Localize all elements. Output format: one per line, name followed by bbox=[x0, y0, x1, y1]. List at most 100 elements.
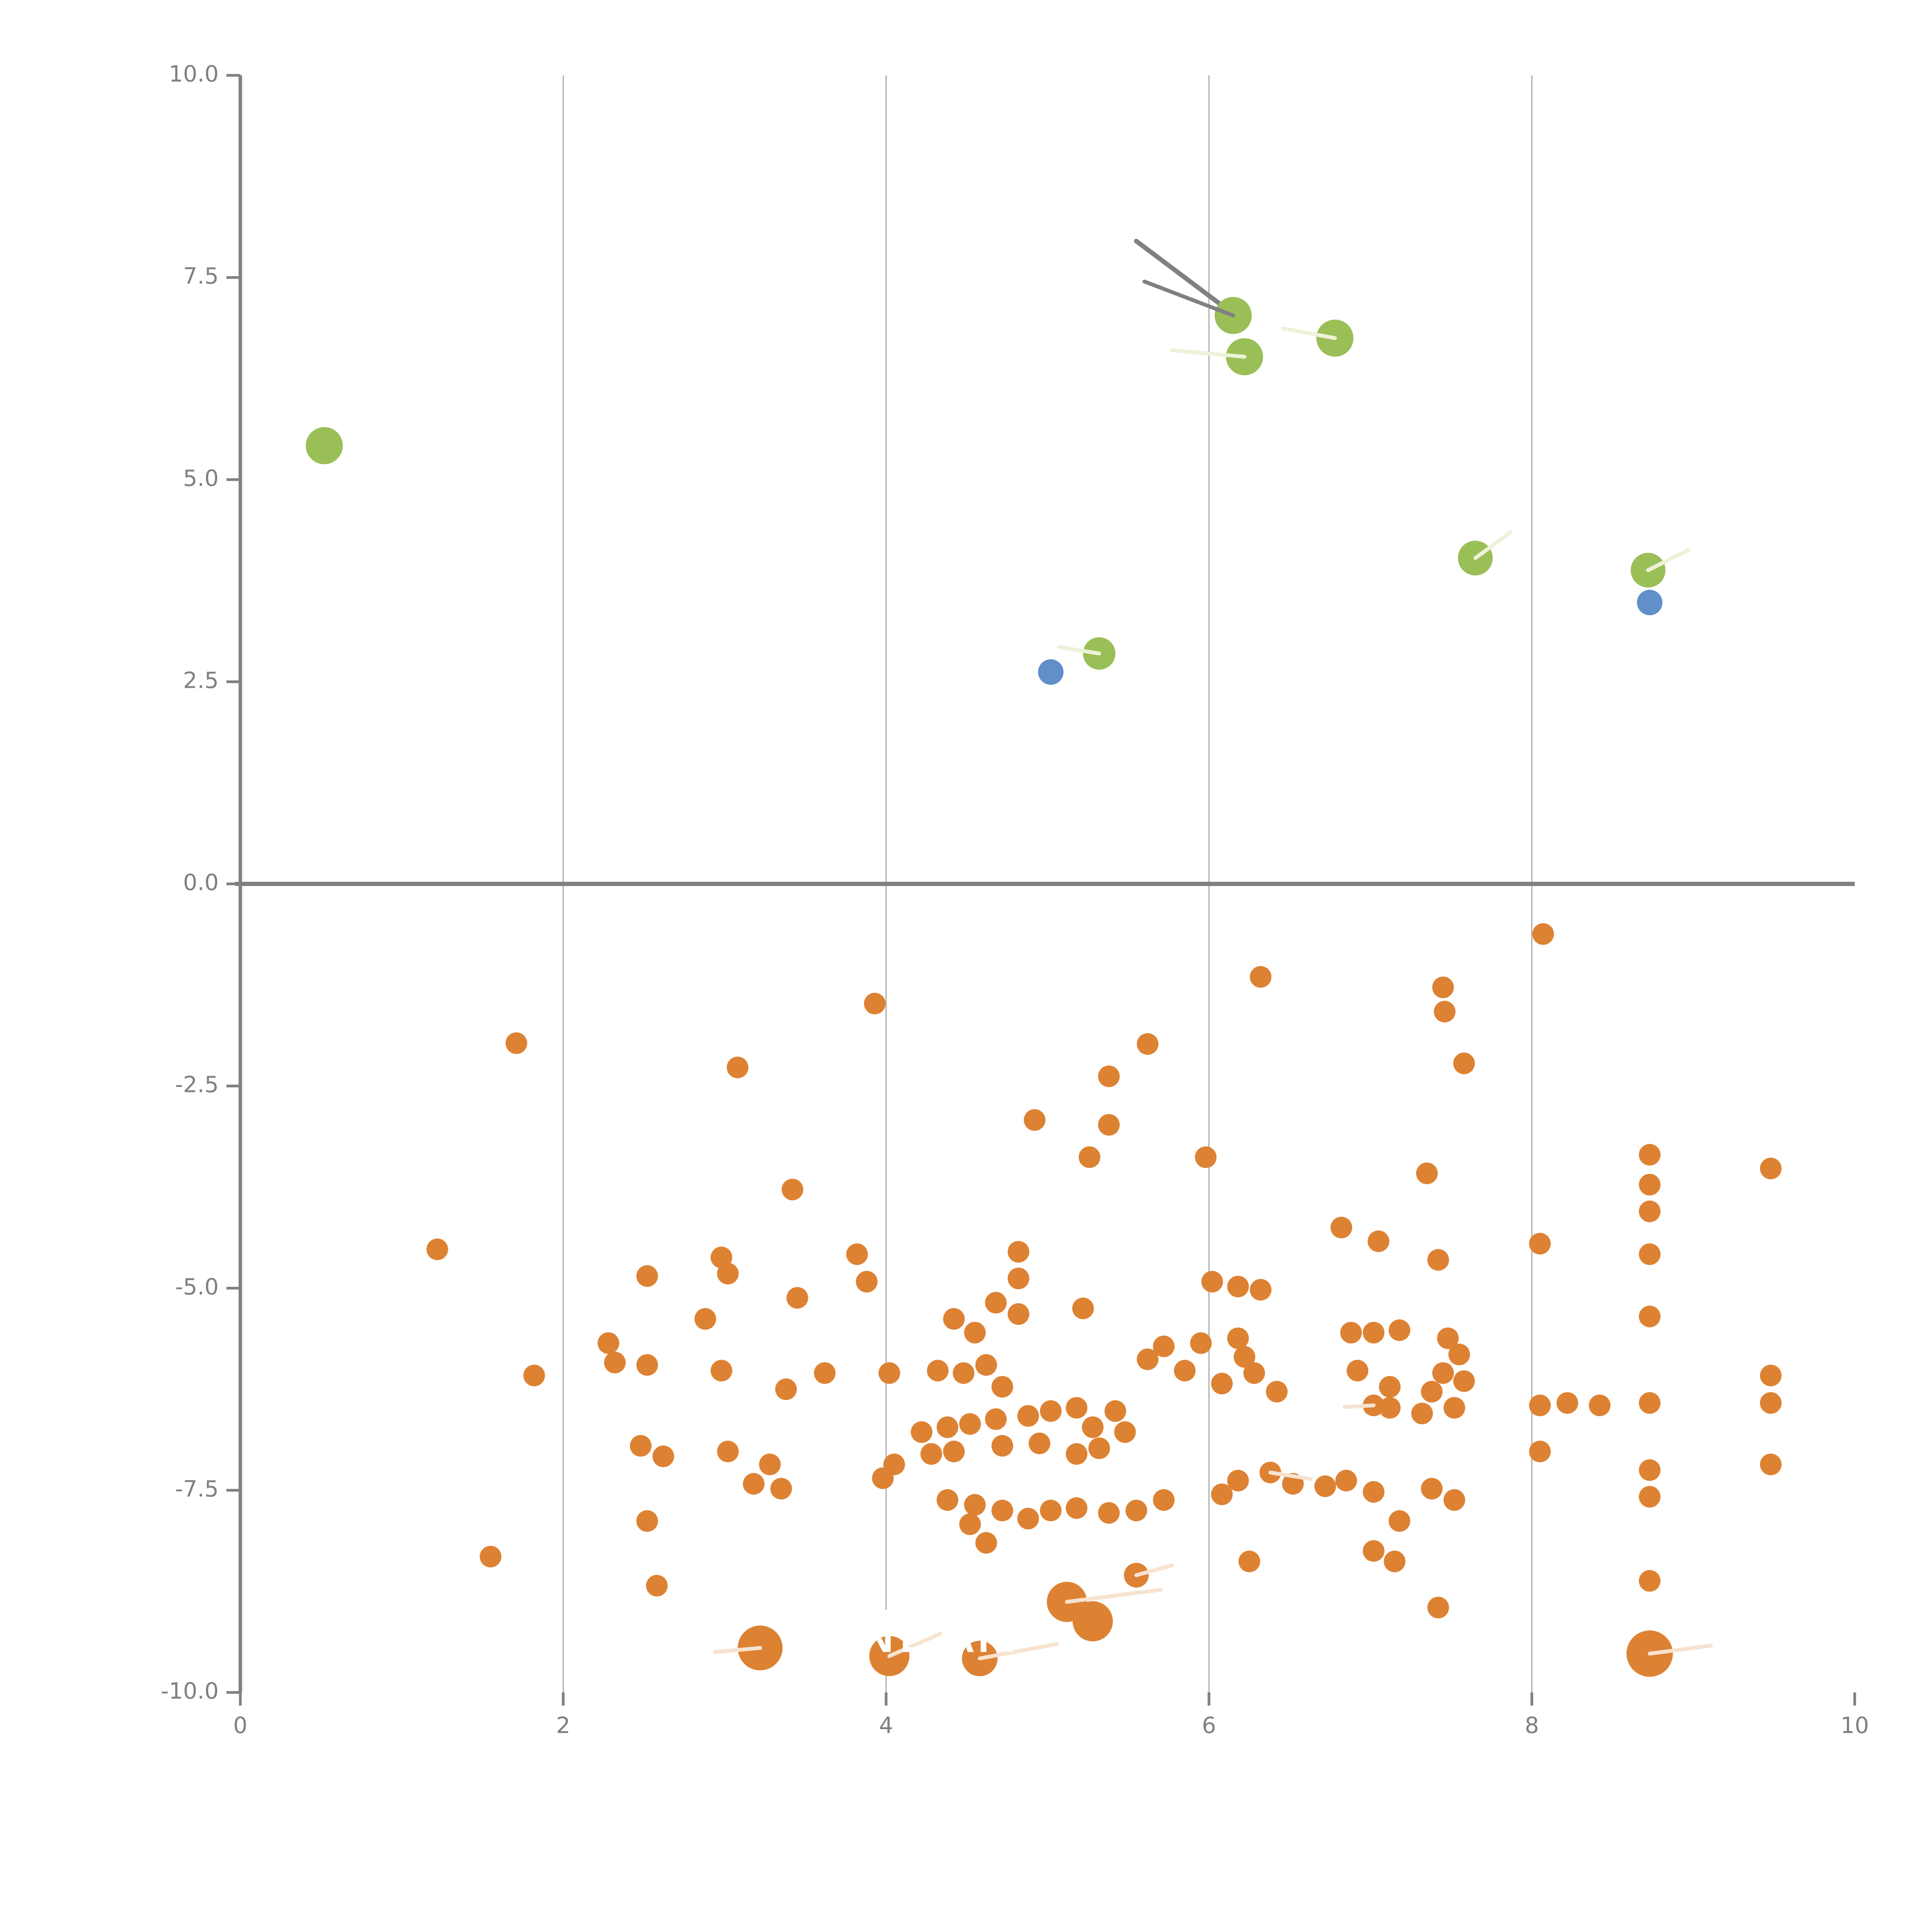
data-point[interactable] bbox=[1760, 1364, 1782, 1386]
data-point[interactable] bbox=[1639, 1570, 1661, 1592]
data-point[interactable] bbox=[1072, 1298, 1094, 1320]
data-point[interactable] bbox=[694, 1308, 716, 1330]
data-point[interactable] bbox=[1453, 1370, 1475, 1392]
data-points-group[interactable] bbox=[306, 297, 1782, 1677]
data-point[interactable] bbox=[872, 1467, 894, 1489]
data-point[interactable] bbox=[1314, 1475, 1336, 1497]
data-point[interactable] bbox=[1432, 976, 1454, 998]
data-point[interactable] bbox=[1098, 1502, 1120, 1524]
data-point[interactable] bbox=[786, 1287, 808, 1309]
data-point[interactable] bbox=[1637, 590, 1663, 616]
data-point[interactable] bbox=[1227, 1469, 1249, 1492]
series-orange-group[interactable] bbox=[426, 923, 1782, 1677]
data-point[interactable] bbox=[1639, 1243, 1661, 1265]
data-point[interactable] bbox=[1362, 1481, 1384, 1503]
data-point[interactable] bbox=[1211, 1483, 1233, 1505]
data-point[interactable] bbox=[846, 1243, 868, 1265]
data-point[interactable] bbox=[1421, 1478, 1443, 1500]
data-point[interactable] bbox=[1437, 1327, 1459, 1349]
data-point[interactable] bbox=[1038, 659, 1064, 685]
data-point[interactable] bbox=[1201, 1271, 1223, 1293]
data-point[interactable] bbox=[1250, 966, 1272, 988]
data-point[interactable] bbox=[1384, 1551, 1406, 1573]
data-point[interactable] bbox=[964, 1321, 986, 1344]
data-point[interactable] bbox=[1153, 1489, 1175, 1511]
data-point[interactable] bbox=[1211, 1372, 1233, 1395]
data-point[interactable] bbox=[1388, 1510, 1410, 1532]
data-point[interactable] bbox=[1532, 923, 1554, 945]
data-point[interactable] bbox=[726, 1056, 748, 1078]
data-point[interactable] bbox=[943, 1440, 965, 1463]
data-point[interactable] bbox=[1066, 1443, 1088, 1465]
data-point[interactable] bbox=[711, 1360, 733, 1382]
data-point[interactable] bbox=[1639, 1459, 1661, 1481]
data-point[interactable] bbox=[1367, 1230, 1389, 1252]
data-point[interactable] bbox=[1443, 1489, 1465, 1511]
data-point[interactable] bbox=[636, 1354, 658, 1376]
data-point[interactable] bbox=[1639, 1144, 1661, 1166]
data-point[interactable] bbox=[1243, 1362, 1265, 1384]
data-point[interactable] bbox=[652, 1445, 674, 1467]
data-point[interactable] bbox=[306, 427, 343, 464]
data-point[interactable] bbox=[1017, 1508, 1039, 1530]
data-point[interactable] bbox=[856, 1271, 878, 1293]
data-point[interactable] bbox=[604, 1352, 626, 1374]
data-point[interactable] bbox=[992, 1435, 1014, 1457]
data-point[interactable] bbox=[952, 1362, 975, 1384]
data-point[interactable] bbox=[1078, 1146, 1100, 1168]
data-point[interactable] bbox=[975, 1532, 997, 1554]
data-point[interactable] bbox=[1639, 1305, 1661, 1327]
data-point[interactable] bbox=[1379, 1397, 1401, 1419]
data-point[interactable] bbox=[1556, 1392, 1578, 1414]
data-point[interactable] bbox=[864, 993, 886, 1015]
data-point[interactable] bbox=[1453, 1053, 1475, 1075]
data-point[interactable] bbox=[505, 1032, 527, 1054]
data-point[interactable] bbox=[1411, 1403, 1433, 1425]
data-point[interactable] bbox=[775, 1378, 797, 1400]
data-point[interactable] bbox=[1529, 1233, 1551, 1255]
data-point[interactable] bbox=[1362, 1321, 1384, 1344]
data-point[interactable] bbox=[814, 1362, 836, 1384]
data-point[interactable] bbox=[1024, 1109, 1046, 1131]
data-point[interactable] bbox=[878, 1362, 900, 1384]
data-point[interactable] bbox=[1174, 1360, 1196, 1382]
data-point[interactable] bbox=[992, 1376, 1014, 1398]
data-point[interactable] bbox=[770, 1478, 792, 1500]
series-blue-group[interactable] bbox=[1038, 590, 1663, 685]
data-point[interactable] bbox=[1340, 1321, 1362, 1344]
data-point[interactable] bbox=[943, 1308, 965, 1330]
data-point[interactable] bbox=[985, 1292, 1007, 1314]
data-point[interactable] bbox=[1330, 1216, 1352, 1238]
data-point[interactable] bbox=[1434, 1001, 1456, 1023]
data-point[interactable] bbox=[1233, 1346, 1255, 1368]
data-point[interactable] bbox=[759, 1453, 781, 1475]
data-point[interactable] bbox=[1040, 1500, 1062, 1522]
data-point[interactable] bbox=[1588, 1395, 1611, 1417]
data-point[interactable] bbox=[597, 1332, 619, 1354]
data-point[interactable] bbox=[1072, 1601, 1113, 1641]
data-point[interactable] bbox=[1098, 1065, 1120, 1087]
data-point[interactable] bbox=[646, 1575, 668, 1597]
data-point[interactable] bbox=[1266, 1381, 1288, 1403]
data-point[interactable] bbox=[1137, 1348, 1159, 1370]
data-point[interactable] bbox=[959, 1513, 981, 1535]
data-point[interactable] bbox=[1227, 1276, 1249, 1298]
data-point[interactable] bbox=[1427, 1249, 1449, 1271]
data-point[interactable] bbox=[1007, 1241, 1029, 1263]
data-point[interactable] bbox=[1421, 1381, 1443, 1403]
data-point[interactable] bbox=[1066, 1397, 1088, 1419]
data-point[interactable] bbox=[1639, 1486, 1661, 1508]
data-point[interactable] bbox=[1195, 1146, 1217, 1168]
data-point[interactable] bbox=[1379, 1376, 1401, 1398]
data-point[interactable] bbox=[1098, 1114, 1120, 1136]
data-point[interactable] bbox=[964, 1494, 986, 1516]
data-point[interactable] bbox=[985, 1408, 1007, 1430]
data-point[interactable] bbox=[1335, 1469, 1357, 1492]
data-point[interactable] bbox=[523, 1364, 545, 1386]
data-point[interactable] bbox=[743, 1473, 765, 1495]
data-point[interactable] bbox=[636, 1510, 658, 1532]
data-point[interactable] bbox=[975, 1354, 997, 1376]
data-point[interactable] bbox=[1760, 1392, 1782, 1414]
data-point[interactable] bbox=[1125, 1500, 1147, 1522]
